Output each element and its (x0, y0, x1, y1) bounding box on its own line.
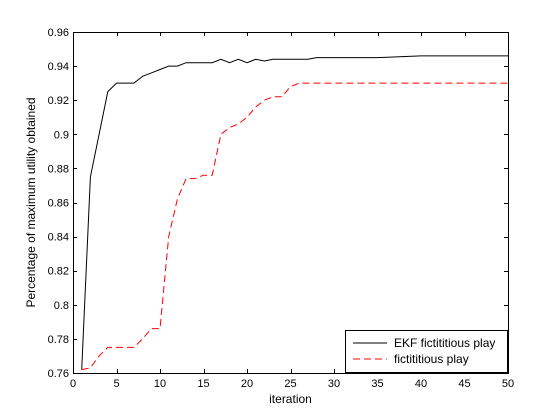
x-tick-label: 0 (70, 378, 76, 390)
y-tick-label: 0.84 (48, 232, 69, 244)
x-tick-label: 45 (458, 378, 470, 390)
x-tick-label: 30 (328, 378, 340, 390)
x-tick-label: 15 (197, 378, 209, 390)
y-tick-label: 0.88 (48, 163, 69, 175)
y-tick-label: 0.86 (48, 198, 69, 210)
legend-box (345, 330, 508, 373)
y-tick-label: 0.78 (48, 334, 69, 346)
tick-labels-layer: 0 5 10 15 20 25 30 35 40 45 50 0.76 0.78 0.8 0.82 0.84 0… (48, 27, 515, 390)
x-tick-label: 40 (415, 378, 427, 390)
y-tick-label: 0.96 (48, 27, 69, 39)
x-axis-label: iteration (269, 392, 312, 406)
plot-area (73, 32, 508, 373)
y-tick-label: 0.76 (48, 368, 69, 380)
y-tick-label: 0.8 (54, 300, 69, 312)
x-tick-label: 50 (502, 378, 514, 390)
plot-frame (73, 32, 509, 374)
y-axis-label: Percentage of maximum utility obtained (24, 97, 38, 307)
y-tick-label: 0.82 (48, 266, 69, 278)
x-tick-label: 5 (113, 378, 119, 390)
x-tick-label: 20 (241, 378, 253, 390)
x-tick-label: 35 (371, 378, 383, 390)
x-tick-label: 10 (154, 378, 166, 390)
y-tick-label: 0.92 (48, 95, 69, 107)
y-tick-label: 0.94 (48, 61, 69, 73)
series-line-0 (81, 55, 508, 370)
y-tick-label: 0.9 (54, 129, 69, 141)
legend-label-fictitious: fictititious play (394, 352, 469, 366)
series-layer (81, 55, 508, 371)
x-tick-label: 25 (284, 378, 296, 390)
legend: EKF fictititious play fictititious play (345, 330, 508, 373)
legend-label-ekf: EKF fictititious play (394, 336, 495, 350)
series-line-1 (81, 82, 508, 371)
